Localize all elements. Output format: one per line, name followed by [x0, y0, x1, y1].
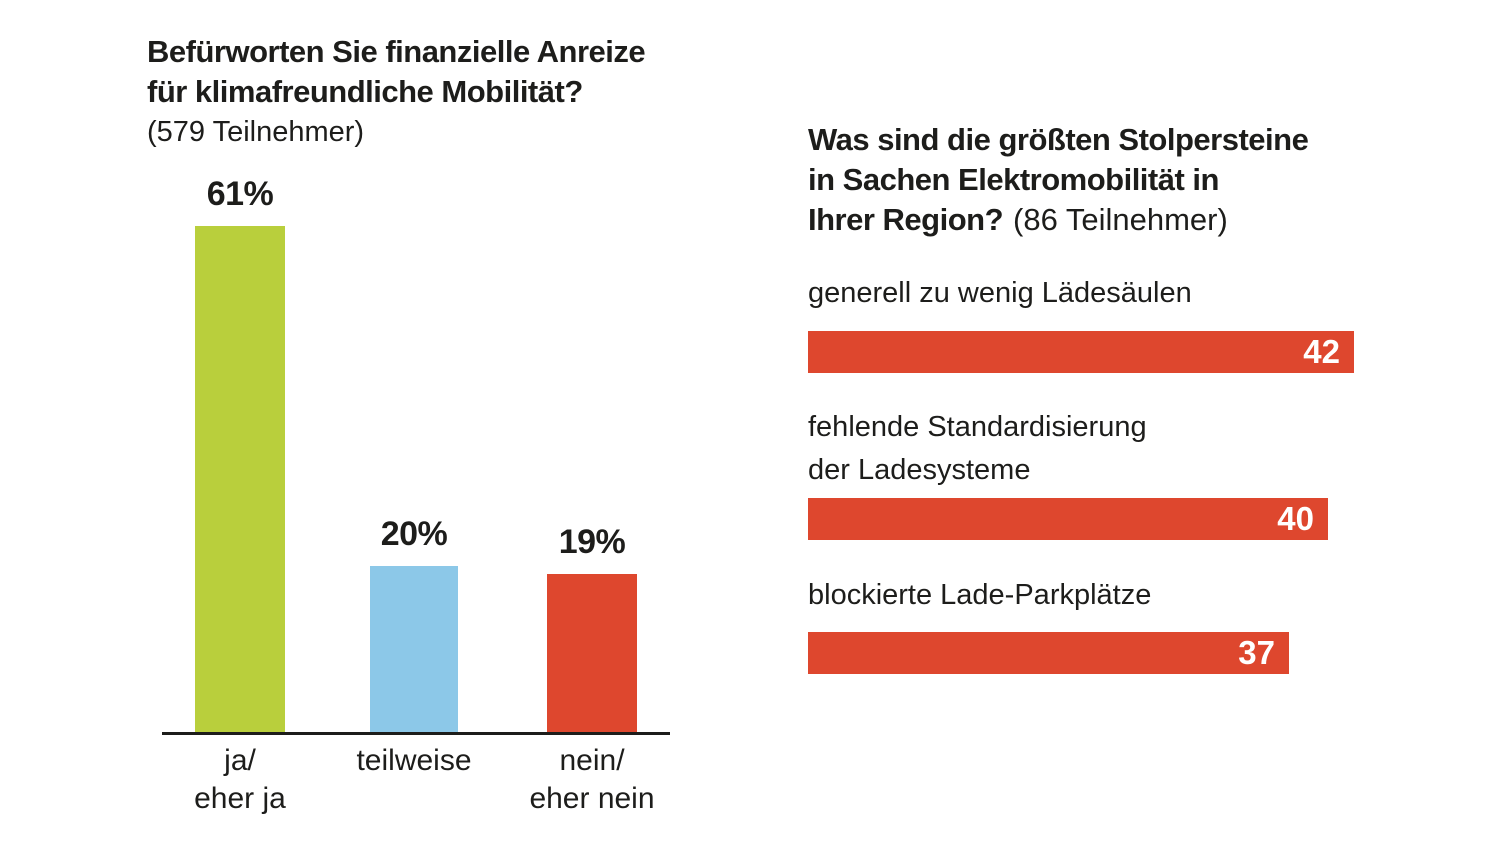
- hbar-value-ladesaeulen: 42: [1303, 333, 1340, 370]
- value-label-nein: 19%: [558, 523, 626, 561]
- hbar-ladesaeulen: 42: [808, 331, 1354, 373]
- hbar-parkplaetze: 37: [808, 632, 1289, 674]
- category-label-teilweise: teilweise: [356, 744, 472, 777]
- row-label-standardisierung: fehlende Standardisierung der Ladesystem…: [808, 411, 1147, 486]
- hbar-value-parkplaetze: 37: [1238, 634, 1275, 671]
- category-label-ja: ja/ eher ja: [194, 744, 286, 815]
- hbar-standardisierung: 40: [808, 498, 1328, 540]
- bar-nein-eher-nein: [547, 574, 637, 732]
- right-chart-subtitle: (86 Teilnehmer): [1013, 202, 1228, 237]
- value-label-teilweise: 20%: [380, 515, 448, 553]
- row-label-parkplaetze: blockierte Lade-Parkplätze: [808, 579, 1152, 611]
- right-chart-title-bold: Was sind die größten Stolpersteine in Sa…: [808, 122, 1309, 237]
- left-chart-title: Befürworten Sie finanzielle Anreize für …: [147, 34, 646, 109]
- left-chart-subtitle: (579 Teilnehmer): [147, 116, 365, 148]
- value-label-ja: 61%: [206, 175, 274, 213]
- hbar-value-standardisierung: 40: [1277, 500, 1314, 537]
- category-label-nein: nein/ eher nein: [529, 744, 655, 815]
- right-chart-title: Was sind die größten Stolpersteine in Sa…: [808, 120, 1428, 240]
- bar-ja-eher-ja: [195, 226, 285, 732]
- row-label-ladesaeulen: generell zu wenig Lädesäulen: [808, 277, 1192, 309]
- bar-teilweise: [370, 566, 458, 732]
- left-chart-plot-area: 61% 20% 19%: [162, 175, 670, 735]
